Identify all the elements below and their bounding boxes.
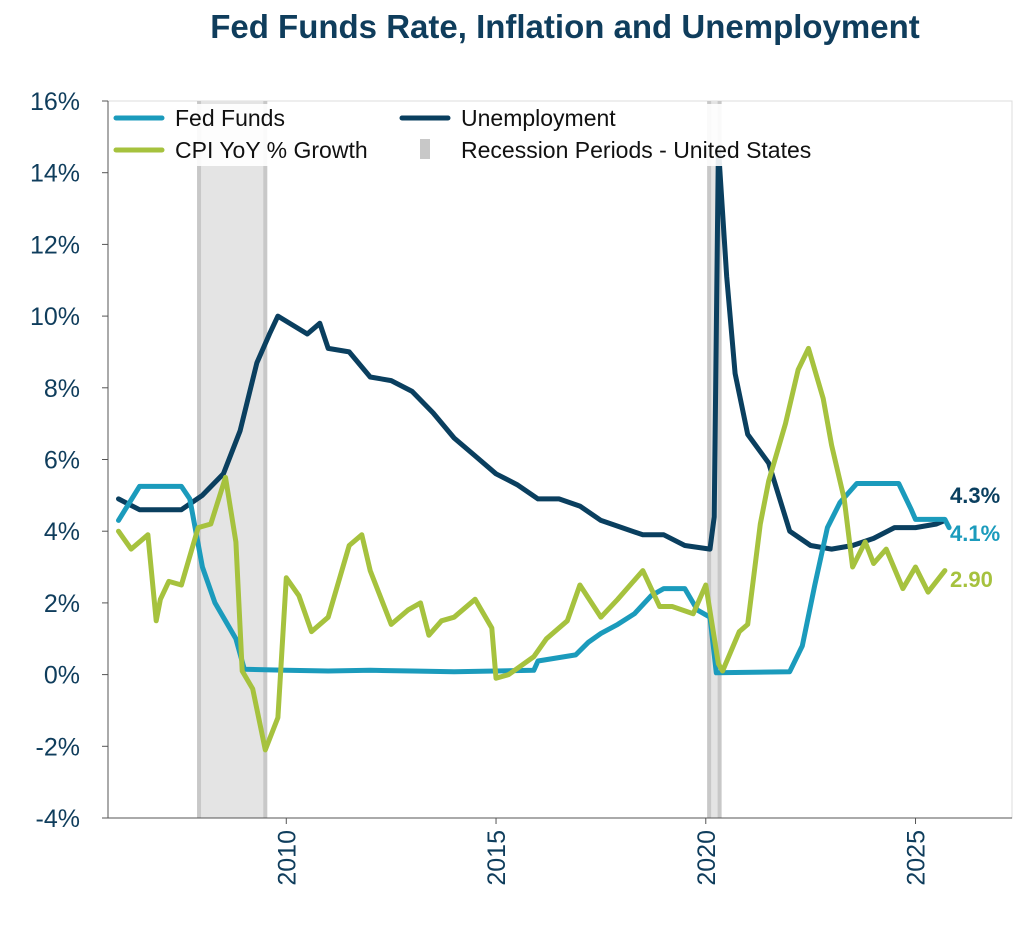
legend-label: Fed Funds [175,105,285,131]
end-label: 2.90 [950,567,993,592]
legend-label: CPI YoY % Growth [175,137,368,163]
series-line-unemployment [116,145,948,552]
x-tick-label: 2010 [273,830,301,886]
legend-swatch [420,139,430,159]
y-tick-label: -4% [36,805,80,833]
x-tick-label: 2025 [903,830,931,886]
x-tick-label: 2020 [693,830,721,886]
y-tick-label: 8% [44,375,80,403]
y-tick-label: 6% [44,447,80,475]
end-label: 4.3% [950,483,1000,508]
end-label: 4.1% [950,521,1000,546]
series-line-cpi-yoy-growth [116,345,948,753]
y-tick-label: 12% [30,231,80,259]
x-tick-label: 2015 [483,830,511,886]
y-tick-label: 16% [30,88,80,116]
chart-title: Fed Funds Rate, Inflation and Unemployme… [210,8,920,45]
legend-label: Unemployment [461,105,616,131]
y-tick-label: 2% [44,590,80,618]
series-line-fed-funds [116,481,952,676]
y-tick-label: 0% [44,662,80,690]
legend-background [112,104,852,166]
y-tick-label: 4% [44,518,80,546]
legend-label: Recession Periods - United States [461,137,811,163]
y-tick-label: 14% [30,160,80,188]
y-tick-label: 10% [30,303,80,331]
y-tick-label: -2% [36,733,80,761]
